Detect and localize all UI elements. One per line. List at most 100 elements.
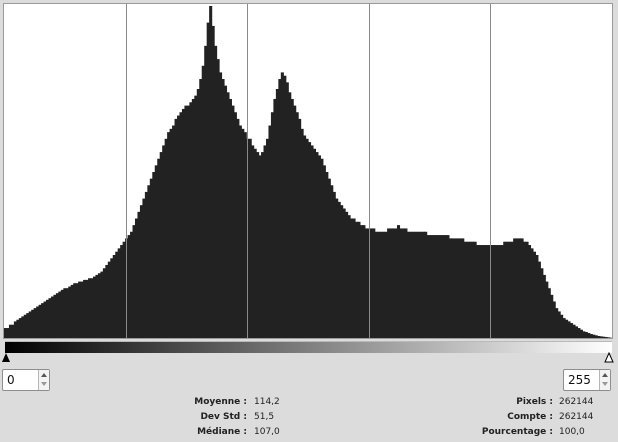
histogram-bar	[387, 228, 391, 338]
histogram-bar	[542, 274, 546, 338]
chevron-up-icon[interactable]	[41, 373, 47, 377]
stat-percent-label: Pourcentage :	[481, 427, 553, 437]
range-low-value[interactable]: 0	[7, 373, 15, 387]
histogram-bar	[567, 321, 571, 338]
histogram-bar	[443, 235, 447, 338]
range-low-spinbox[interactable]: 0	[2, 369, 50, 391]
histogram-bar	[256, 152, 260, 338]
histogram-bar	[132, 225, 136, 338]
histogram-bar	[604, 337, 608, 338]
histogram-bar	[510, 241, 514, 338]
histogram-bar	[58, 291, 62, 338]
histogram-bar	[490, 245, 494, 338]
histogram-bar	[248, 138, 252, 338]
histogram-bar	[112, 255, 116, 338]
histogram-bar	[162, 145, 166, 338]
histogram-bar	[181, 108, 186, 338]
histogram-bar	[347, 215, 351, 338]
histogram-bar	[238, 125, 242, 338]
histogram-bar	[545, 281, 549, 338]
histogram-bar	[201, 65, 205, 338]
histogram-bar	[4, 328, 8, 338]
histogram-bar	[179, 112, 183, 338]
histogram-bar	[164, 138, 168, 338]
histogram-bar	[92, 276, 97, 338]
range-low-stepper[interactable]	[38, 370, 49, 390]
chevron-down-icon[interactable]	[41, 382, 47, 386]
histogram-bar	[325, 172, 329, 338]
histogram-bar	[508, 241, 512, 338]
histogram-bar	[90, 278, 94, 338]
histogram-bar	[23, 314, 27, 338]
histogram-bar	[28, 311, 32, 338]
histogram-bar	[137, 211, 141, 338]
histogram-bar	[236, 118, 240, 338]
histogram-bar	[335, 198, 339, 338]
histogram-bar	[394, 228, 398, 338]
histogram-bar	[332, 191, 336, 338]
histogram-bar	[320, 158, 324, 338]
histogram-bar	[587, 333, 591, 338]
histogram-bar	[263, 145, 267, 338]
histogram-bar	[300, 128, 304, 338]
histogram-bar	[285, 82, 289, 338]
range-high-value[interactable]: 255	[568, 373, 591, 387]
histogram-bar	[8, 324, 13, 338]
histogram-bar	[275, 89, 279, 338]
histogram-bar	[219, 72, 223, 338]
chevron-up-icon[interactable]	[602, 373, 608, 377]
histogram-bar	[231, 105, 235, 338]
range-high-stepper[interactable]	[599, 370, 610, 390]
histogram-bar	[377, 231, 381, 338]
histogram-bar	[523, 241, 527, 338]
stat-count-label: Compte :	[507, 412, 553, 422]
histogram-view[interactable]	[3, 3, 613, 339]
histogram-bar	[241, 128, 245, 338]
histogram-bar	[582, 331, 586, 338]
histogram-bar	[194, 95, 198, 338]
histogram-bar	[389, 228, 393, 338]
histogram-bar	[414, 231, 418, 338]
histogram-bar	[214, 45, 218, 338]
histogram-bar	[500, 245, 504, 338]
histogram-bar	[409, 231, 413, 338]
histogram-bar	[416, 231, 420, 338]
histogram-bar	[68, 286, 72, 338]
histogram-bar	[280, 72, 284, 338]
histogram-bar	[122, 241, 126, 338]
range-high-spinbox[interactable]: 255	[563, 369, 611, 391]
histogram-bar	[451, 238, 455, 338]
stat-mean-value: 114,2	[254, 397, 280, 407]
histogram-bar	[340, 205, 344, 338]
histogram-bar	[172, 125, 176, 338]
histogram-bar	[204, 45, 208, 338]
stat-pixels-label: Pixels :	[516, 397, 553, 407]
histogram-bar	[308, 142, 312, 338]
histogram-bar	[13, 321, 17, 338]
chevron-down-icon[interactable]	[602, 382, 608, 386]
histogram-bar	[466, 241, 470, 338]
histogram-bar	[97, 273, 101, 338]
range-high-handle[interactable]	[604, 352, 614, 363]
histogram-bar	[505, 241, 509, 338]
histogram-bar	[243, 132, 247, 338]
histogram-bar	[572, 324, 576, 338]
histogram-bar	[107, 261, 111, 338]
histogram-bar	[115, 251, 119, 338]
histogram-bar	[73, 283, 77, 338]
histogram-bar	[142, 198, 146, 338]
stat-percent-value: 100,0	[559, 427, 585, 437]
histogram-bar	[303, 135, 307, 338]
stat-median-value: 107,0	[254, 427, 280, 437]
range-low-handle[interactable]	[2, 353, 10, 362]
histogram-bar	[359, 225, 363, 338]
histogram-bar	[367, 228, 371, 338]
histogram-bar	[537, 261, 541, 338]
histogram-bar	[105, 264, 109, 338]
stat-stddev-label: Dev Std :	[200, 412, 247, 422]
histogram-bar	[337, 201, 341, 338]
histogram-bar	[476, 245, 480, 338]
histogram-bar	[569, 323, 574, 338]
histogram-bar	[579, 329, 583, 338]
histogram-bar	[16, 319, 20, 338]
